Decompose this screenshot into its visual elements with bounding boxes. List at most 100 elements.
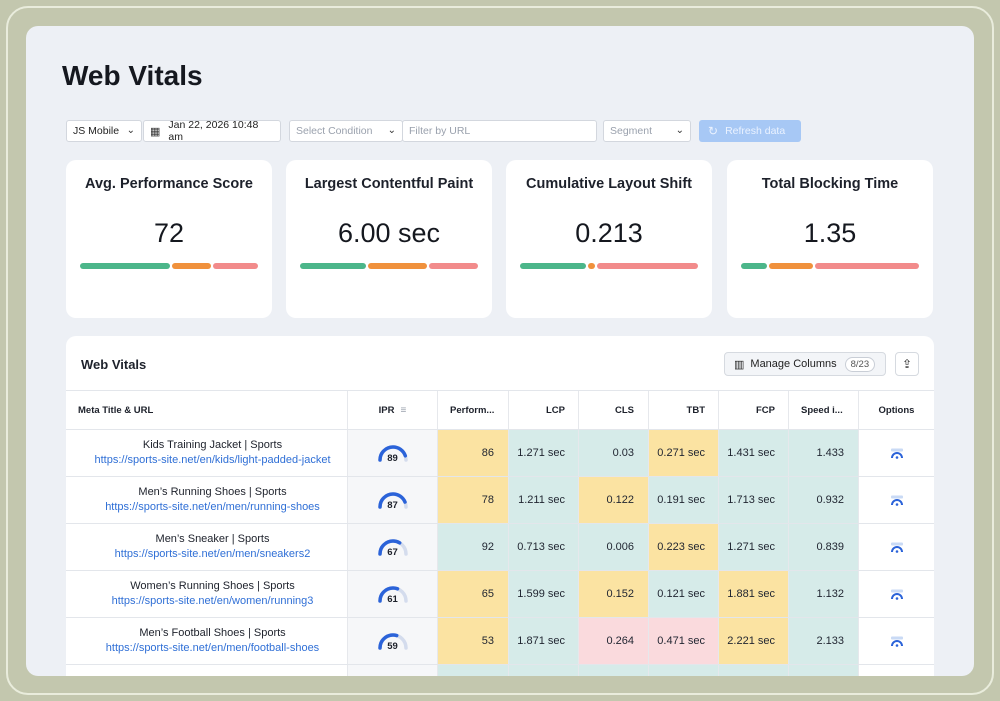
refresh-data-button[interactable]: ↻ Refresh data <box>699 120 801 142</box>
column-header-performance[interactable]: Perform... <box>438 391 509 429</box>
ipr-value: 59 <box>387 641 398 652</box>
kpi-distribution-bar <box>520 263 698 269</box>
kpi-title: Largest Contentful Paint <box>304 176 474 192</box>
needs-improvement-segment <box>588 263 596 269</box>
needs-improvement-segment <box>368 263 428 269</box>
column-header-lcp[interactable]: LCP <box>509 391 579 429</box>
lighthouse-report-icon[interactable] <box>890 542 904 553</box>
good-segment <box>520 263 587 269</box>
needs-improvement-segment <box>769 263 813 269</box>
date-picker[interactable]: ▦ Jan 22, 2026 10:48 am <box>143 119 281 143</box>
good-segment <box>741 263 768 269</box>
title-url-cell: Men’s Football Shoes | Sports https://sp… <box>66 618 348 664</box>
chevron-down-icon: ⌄ <box>675 125 684 136</box>
segment-select[interactable]: Segment ⌄ <box>603 120 691 142</box>
cls-cell: 0.03 <box>579 430 649 476</box>
ipr-cell: 59 <box>348 618 438 664</box>
table-row[interactable]: Kids Training Jacket | Sports https://sp… <box>66 430 934 477</box>
options-cell <box>859 477 934 523</box>
fcp-cell: 1.881 sec <box>719 571 789 617</box>
page-url-link[interactable]: https://sports-site.net/en/women/running… <box>111 595 314 607</box>
poor-segment <box>429 263 478 269</box>
fcp-cell: 1.271 sec <box>719 524 789 570</box>
page-url-link[interactable]: https://sports-site.net/en/men/football-… <box>105 642 320 654</box>
kpi-value: 6.00 sec <box>337 218 441 248</box>
page-url-link[interactable]: https://sports-site.net/en/men/sneakers2 <box>114 548 311 560</box>
refresh-icon: ↻ <box>708 124 719 138</box>
condition-select[interactable]: Select Condition ⌄ <box>289 120 403 142</box>
kpi-distribution-bar <box>741 263 919 269</box>
fcp-cell: 1.713 sec <box>719 477 789 523</box>
good-segment <box>80 263 171 269</box>
speed-index-cell: 1.132 <box>789 571 859 617</box>
kpi-card-cls: Cumulative Layout Shift 0.213 <box>506 160 712 318</box>
poor-segment <box>814 263 919 269</box>
table-row[interactable]: Men’s Running Shoes | Sports https://spo… <box>66 477 934 524</box>
manage-columns-button[interactable]: ▥ Manage Columns 8/23 <box>724 352 886 376</box>
chevron-down-icon: ⌄ <box>387 125 396 136</box>
lighthouse-report-icon[interactable] <box>890 589 904 600</box>
page-url-link[interactable]: https://sports-site.net/en/men/running-s… <box>105 501 320 513</box>
tbt-cell: 0.271 sec <box>649 430 719 476</box>
ipr-value: 67 <box>387 547 398 558</box>
fcp-cell: 1.431 sec <box>719 430 789 476</box>
tbt-cell: 0.191 sec <box>649 477 719 523</box>
gauge-arc-icon <box>377 633 408 650</box>
url-filter-input[interactable]: Filter by URL <box>402 120 597 142</box>
manage-columns-label: Manage Columns <box>750 358 837 370</box>
title-url-cell: Kids Training Jacket | Sports https://sp… <box>66 430 348 476</box>
lcp-cell: 1.211 sec <box>509 477 579 523</box>
kpi-title: Avg. Performance Score <box>85 176 253 192</box>
column-header-cls[interactable]: CLS <box>579 391 649 429</box>
column-header-tbt[interactable]: TBT <box>649 391 719 429</box>
kpi-value: 72 <box>153 218 185 248</box>
speed-index-cell: 0.839 <box>789 524 859 570</box>
options-cell <box>859 430 934 476</box>
lcp-cell: 1.271 sec <box>509 430 579 476</box>
column-header-ipr[interactable]: IPR ≡ <box>348 391 438 429</box>
table-title: Web Vitals <box>81 357 147 372</box>
lighthouse-report-icon[interactable] <box>890 495 904 506</box>
poor-segment <box>212 263 258 269</box>
column-header-title[interactable]: Meta Title & URL <box>66 391 348 429</box>
columns-icon: ▥ <box>734 358 745 371</box>
ipr-cell: 89 <box>348 430 438 476</box>
cls-cell: 0.122 <box>579 477 649 523</box>
ipr-gauge: 59 <box>376 630 410 652</box>
gauge-arc-icon <box>377 445 408 462</box>
ipr-gauge: 89 <box>376 442 410 464</box>
page-meta-title: Men’s Football Shoes | Sports <box>139 627 286 639</box>
lcp-cell: 1.599 sec <box>509 571 579 617</box>
speed-index-cell: 2.133 <box>789 618 859 664</box>
page-url-link[interactable]: https://sports-site.net/en/kids/light-pa… <box>94 454 331 466</box>
title-url-cell: Men’s Sneaker | Sports https://sports-si… <box>66 524 348 570</box>
sort-icon: ≡ <box>400 404 407 416</box>
column-count-badge: 8/23 <box>844 356 876 372</box>
speed-index-cell: 1.433 <box>789 430 859 476</box>
performance-cell: 86 <box>438 430 509 476</box>
tbt-cell: 0.223 sec <box>649 524 719 570</box>
export-button[interactable]: ⇪ <box>895 352 919 376</box>
table-row[interactable]: Men’s Football Shoes | Sports https://sp… <box>66 618 934 665</box>
chevron-down-icon: ⌄ <box>126 125 135 136</box>
options-cell <box>859 571 934 617</box>
outer-frame <box>6 6 994 695</box>
good-segment <box>300 263 367 269</box>
lcp-cell: 0.713 sec <box>509 524 579 570</box>
lighthouse-report-icon[interactable] <box>890 636 904 647</box>
kpi-title: Cumulative Layout Shift <box>526 176 692 192</box>
kpi-card-tbt: Total Blocking Time 1.35 <box>727 160 933 318</box>
device-select[interactable]: JS Mobile ⌄ <box>66 120 142 142</box>
speed-index-cell: 0.932 <box>789 477 859 523</box>
performance-cell: 53 <box>438 618 509 664</box>
column-header-fcp[interactable]: FCP <box>719 391 789 429</box>
kpi-card-performance: Avg. Performance Score 72 <box>66 160 272 318</box>
table-row[interactable]: Women’s Running Shoes | Sports https://s… <box>66 571 934 618</box>
lighthouse-report-icon[interactable] <box>890 448 904 459</box>
kpi-value: 0.213 <box>575 218 643 248</box>
table-row[interactable]: Men’s Sneaker | Sports https://sports-si… <box>66 524 934 571</box>
page-title: Web Vitals <box>62 60 203 91</box>
gauge-arc-icon <box>377 586 408 603</box>
performance-cell: 78 <box>438 477 509 523</box>
column-header-speed-index[interactable]: Speed i... <box>789 391 859 429</box>
